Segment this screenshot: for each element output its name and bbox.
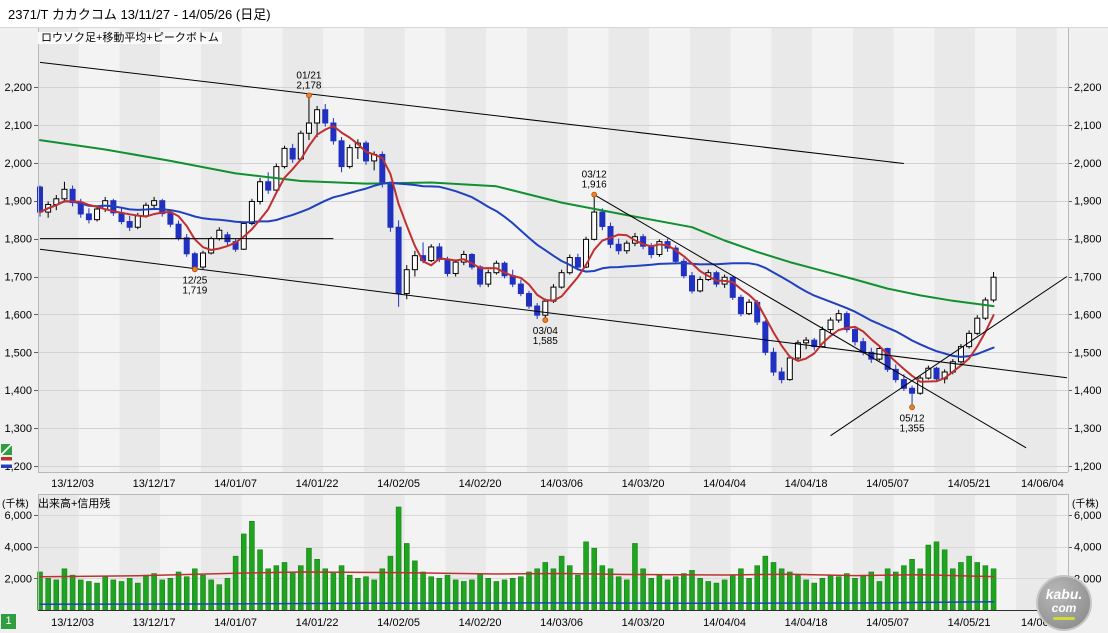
moving-averages <box>39 125 995 383</box>
svg-text:2,000: 2,000 <box>4 158 32 170</box>
svg-text:1,719: 1,719 <box>182 285 207 296</box>
svg-text:13/12/03: 13/12/03 <box>51 478 94 490</box>
kabu-com-watermark: kabu. com <box>1036 575 1092 631</box>
svg-text:14/04/18: 14/04/18 <box>785 478 828 490</box>
indicator-icon[interactable] <box>1 457 12 468</box>
svg-text:14/06/04: 14/06/04 <box>1021 478 1064 490</box>
svg-text:1,700: 1,700 <box>1074 272 1102 284</box>
svg-text:6,000: 6,000 <box>1074 510 1102 522</box>
svg-text:2,200: 2,200 <box>4 82 32 94</box>
watermark-text-top: kabu. <box>1045 585 1083 602</box>
svg-text:14/02/05: 14/02/05 <box>377 617 420 629</box>
svg-text:1,600: 1,600 <box>4 309 32 321</box>
svg-text:2,178: 2,178 <box>296 80 321 91</box>
svg-text:14/01/22: 14/01/22 <box>296 478 339 490</box>
svg-text:14/03/06: 14/03/06 <box>540 478 583 490</box>
svg-text:14/05/07: 14/05/07 <box>866 478 909 490</box>
main-panel-label: ロウソク足+移動平均+ピークボトム <box>38 32 222 44</box>
svg-text:2,000: 2,000 <box>4 573 32 585</box>
svg-text:2,100: 2,100 <box>1074 120 1102 132</box>
svg-text:1,500: 1,500 <box>1074 347 1102 359</box>
svg-text:13/12/17: 13/12/17 <box>133 478 176 490</box>
volume-unit-left: (千株) <box>2 499 29 510</box>
svg-text:1,585: 1,585 <box>533 336 558 347</box>
svg-text:14/05/07: 14/05/07 <box>866 617 909 629</box>
chart-title: 2371/T カカクコム 13/11/27 - 14/05/26 (日足) <box>8 7 271 22</box>
chart-type-icon[interactable] <box>1 444 12 455</box>
svg-text:14/04/18: 14/04/18 <box>785 617 828 629</box>
svg-text:14/05/21: 14/05/21 <box>948 478 991 490</box>
peak-bottom-annotations: 01/212,178 12/251,719 03/121,916 03/041,585… <box>182 70 925 434</box>
svg-text:1,400: 1,400 <box>1074 385 1102 397</box>
margin-lines <box>39 571 995 606</box>
panel-frames <box>38 28 1069 611</box>
svg-text:1,300: 1,300 <box>4 423 32 435</box>
watermark-text-bottom: com <box>1051 600 1077 615</box>
svg-text:14/03/20: 14/03/20 <box>622 617 665 629</box>
svg-text:05/12: 05/12 <box>900 413 925 424</box>
volume-unit-right: (千株) <box>1072 499 1099 510</box>
svg-text:4,000: 4,000 <box>1074 542 1102 554</box>
trend-lines <box>39 61 1068 449</box>
svg-text:14/01/07: 14/01/07 <box>214 617 257 629</box>
svg-text:1,200: 1,200 <box>1074 461 1102 473</box>
svg-text:1,600: 1,600 <box>1074 309 1102 321</box>
page-button[interactable]: 1 <box>1 614 16 629</box>
svg-text:01/21: 01/21 <box>296 70 321 81</box>
watermark-accent <box>1053 616 1075 620</box>
svg-text:4,000: 4,000 <box>4 542 32 554</box>
svg-text:1,900: 1,900 <box>1074 196 1102 208</box>
svg-text:2,100: 2,100 <box>4 120 32 132</box>
svg-text:14/03/06: 14/03/06 <box>540 617 583 629</box>
svg-text:12/25: 12/25 <box>182 275 207 286</box>
svg-text:1,800: 1,800 <box>4 234 32 246</box>
svg-text:14/04/04: 14/04/04 <box>703 617 746 629</box>
svg-text:1,355: 1,355 <box>900 423 925 434</box>
svg-text:14/03/20: 14/03/20 <box>622 478 665 490</box>
svg-text:1,300: 1,300 <box>1074 423 1102 435</box>
svg-text:13/12/03: 13/12/03 <box>51 617 94 629</box>
svg-text:14/02/20: 14/02/20 <box>459 478 502 490</box>
svg-text:1,916: 1,916 <box>582 180 607 191</box>
svg-text:2,200: 2,200 <box>1074 82 1102 94</box>
title-bar: 2371/T カカクコム 13/11/27 - 14/05/26 (日足) <box>0 0 1108 28</box>
svg-text:1,900: 1,900 <box>4 196 32 208</box>
candles <box>37 95 997 408</box>
svg-text:14/02/05: 14/02/05 <box>377 478 420 490</box>
svg-text:1,500: 1,500 <box>4 347 32 359</box>
svg-text:13/12/17: 13/12/17 <box>133 617 176 629</box>
svg-text:03/12: 03/12 <box>582 170 607 181</box>
svg-text:1,800: 1,800 <box>1074 234 1102 246</box>
svg-text:2,000: 2,000 <box>1074 158 1102 170</box>
volume-bars <box>37 506 997 611</box>
volume-panel-label: 出来高+信用残 <box>38 498 111 510</box>
background-bands <box>38 28 1068 610</box>
svg-text:14/04/04: 14/04/04 <box>703 478 746 490</box>
svg-text:14/01/07: 14/01/07 <box>214 478 257 490</box>
svg-text:14/02/20: 14/02/20 <box>459 617 502 629</box>
svg-text:14/05/21: 14/05/21 <box>948 617 991 629</box>
svg-text:03/04: 03/04 <box>533 326 558 337</box>
mini-toolbar <box>1 444 13 468</box>
svg-text:1,700: 1,700 <box>4 272 32 284</box>
svg-text:14/01/22: 14/01/22 <box>296 617 339 629</box>
svg-text:1,400: 1,400 <box>4 385 32 397</box>
svg-text:6,000: 6,000 <box>4 510 32 522</box>
